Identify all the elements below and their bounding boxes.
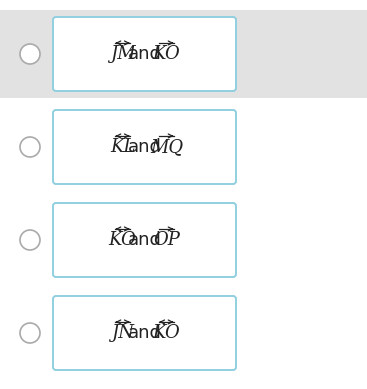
Text: and: and <box>128 45 161 63</box>
Circle shape <box>20 230 40 250</box>
FancyBboxPatch shape <box>53 110 236 184</box>
Text: OP: OP <box>153 231 180 249</box>
Circle shape <box>20 323 40 343</box>
Text: and: and <box>128 324 161 342</box>
Text: KL: KL <box>110 138 135 156</box>
Text: JM: JM <box>110 45 135 63</box>
Text: KO: KO <box>153 324 180 342</box>
Text: KO: KO <box>109 231 137 249</box>
FancyBboxPatch shape <box>53 17 236 91</box>
FancyBboxPatch shape <box>0 10 367 98</box>
Circle shape <box>20 137 40 157</box>
Text: MQ: MQ <box>150 138 183 156</box>
Text: KO: KO <box>153 45 180 63</box>
Text: and: and <box>128 231 161 249</box>
Text: and: and <box>128 138 161 156</box>
Text: JN: JN <box>111 324 134 342</box>
FancyBboxPatch shape <box>53 296 236 370</box>
Circle shape <box>20 44 40 64</box>
FancyBboxPatch shape <box>53 203 236 277</box>
